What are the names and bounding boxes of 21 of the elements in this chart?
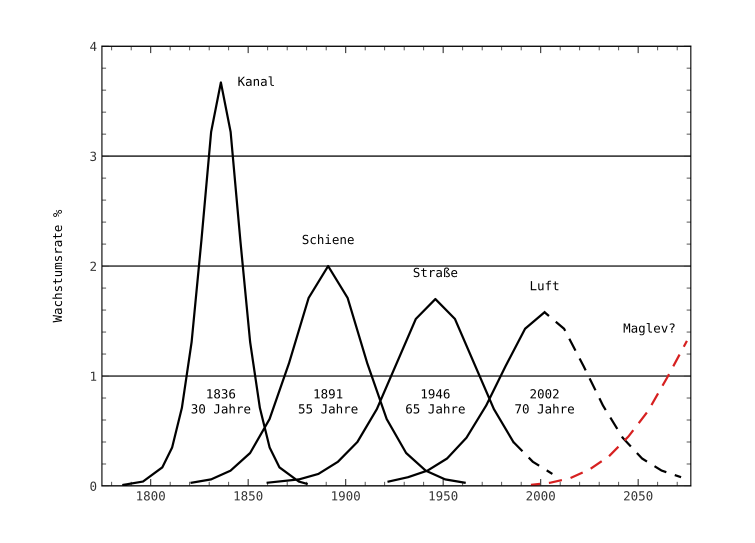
annotation: 1836 30 Jahre (192, 389, 250, 414)
text: Luft (530, 280, 558, 290)
x-tick-label: 2000 (526, 491, 555, 501)
y-tick-label: 3 (90, 152, 96, 162)
x-tick-label: 1850 (234, 491, 262, 501)
text: Schiene (302, 234, 354, 244)
y-tick-label: 2 (90, 262, 96, 271)
y-tick-label: 4 (90, 42, 96, 51)
x-tick-label: 1800 (137, 491, 165, 501)
y-axis-title: Wachstumsrate % (52, 210, 62, 323)
text: Straße (414, 268, 458, 278)
series-label: Kanal (238, 76, 274, 86)
y-tick-label: 1 (91, 372, 96, 381)
x-tick-label: 2050 (624, 491, 652, 501)
series-label: Maglev? (624, 323, 675, 336)
annotation: 1946 65 Jahre (406, 389, 465, 414)
annotation: 1891 55 Jahre (298, 389, 358, 414)
y-tick-label: 0 (90, 481, 96, 491)
x-tick-label: 1900 (332, 491, 360, 501)
x-tick-label: 1950 (430, 491, 458, 501)
annotation: 2002 70 Jahre (515, 389, 574, 414)
